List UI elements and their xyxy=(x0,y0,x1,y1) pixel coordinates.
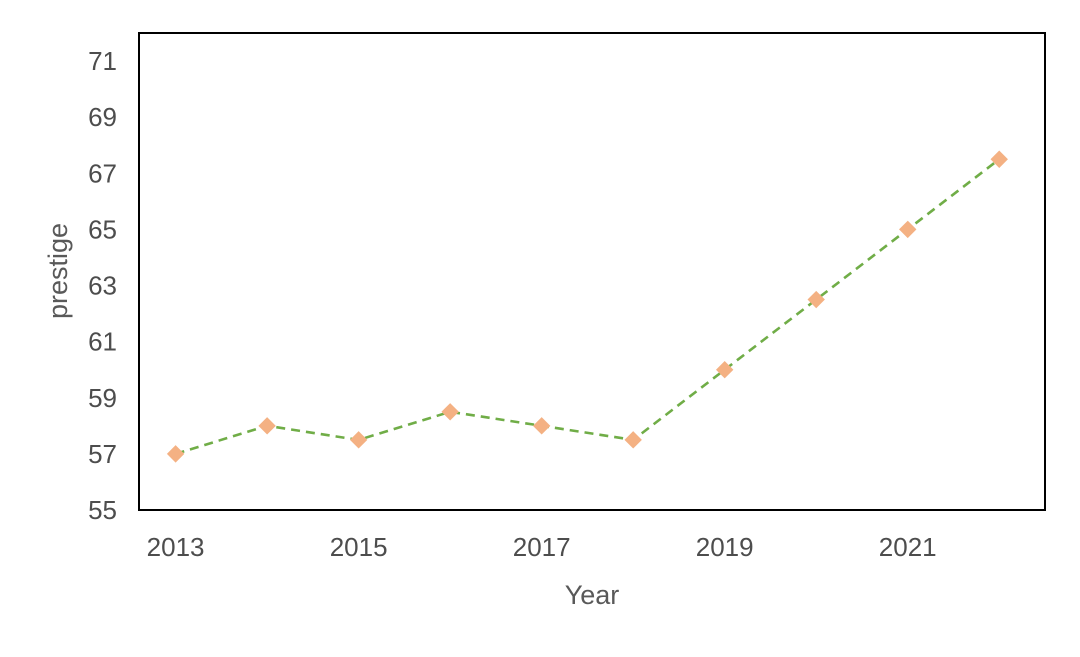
series-line xyxy=(175,158,1000,456)
data-point-marker xyxy=(715,360,734,379)
data-point-marker xyxy=(258,417,276,435)
x-tick-label: 2019 xyxy=(696,532,754,562)
y-tick-label: 59 xyxy=(88,383,117,413)
x-tick-label: 2021 xyxy=(879,532,937,562)
data-point-marker xyxy=(990,150,1008,168)
y-tick-label: 57 xyxy=(88,439,117,469)
x-axis-ticks: 2013 2015 2017 2019 2021 xyxy=(147,532,937,562)
x-tick-label: 2013 xyxy=(147,532,205,562)
data-point-marker xyxy=(899,220,917,239)
series-layer xyxy=(166,150,1008,463)
x-tick-label: 2017 xyxy=(513,532,571,562)
plot-area xyxy=(138,32,1046,511)
y-axis-title: prestige xyxy=(43,223,73,319)
y-tick-label: 63 xyxy=(88,271,117,301)
data-point-marker xyxy=(349,431,368,449)
data-point-marker xyxy=(166,445,185,463)
x-tick-label: 2015 xyxy=(330,532,388,562)
y-tick-label: 67 xyxy=(88,158,117,188)
y-tick-label: 65 xyxy=(88,214,117,244)
data-point-marker xyxy=(807,290,825,309)
y-tick-label: 61 xyxy=(88,327,117,357)
y-tick-label: 71 xyxy=(88,46,117,76)
y-tick-label: 55 xyxy=(88,495,117,525)
y-tick-label: 69 xyxy=(88,102,117,132)
x-axis-title: Year xyxy=(565,580,620,610)
y-axis-ticks: 55 57 59 61 63 65 67 69 71 xyxy=(88,46,117,525)
data-point-marker xyxy=(624,431,642,449)
data-point-marker xyxy=(532,417,551,435)
data-point-marker xyxy=(441,403,459,421)
